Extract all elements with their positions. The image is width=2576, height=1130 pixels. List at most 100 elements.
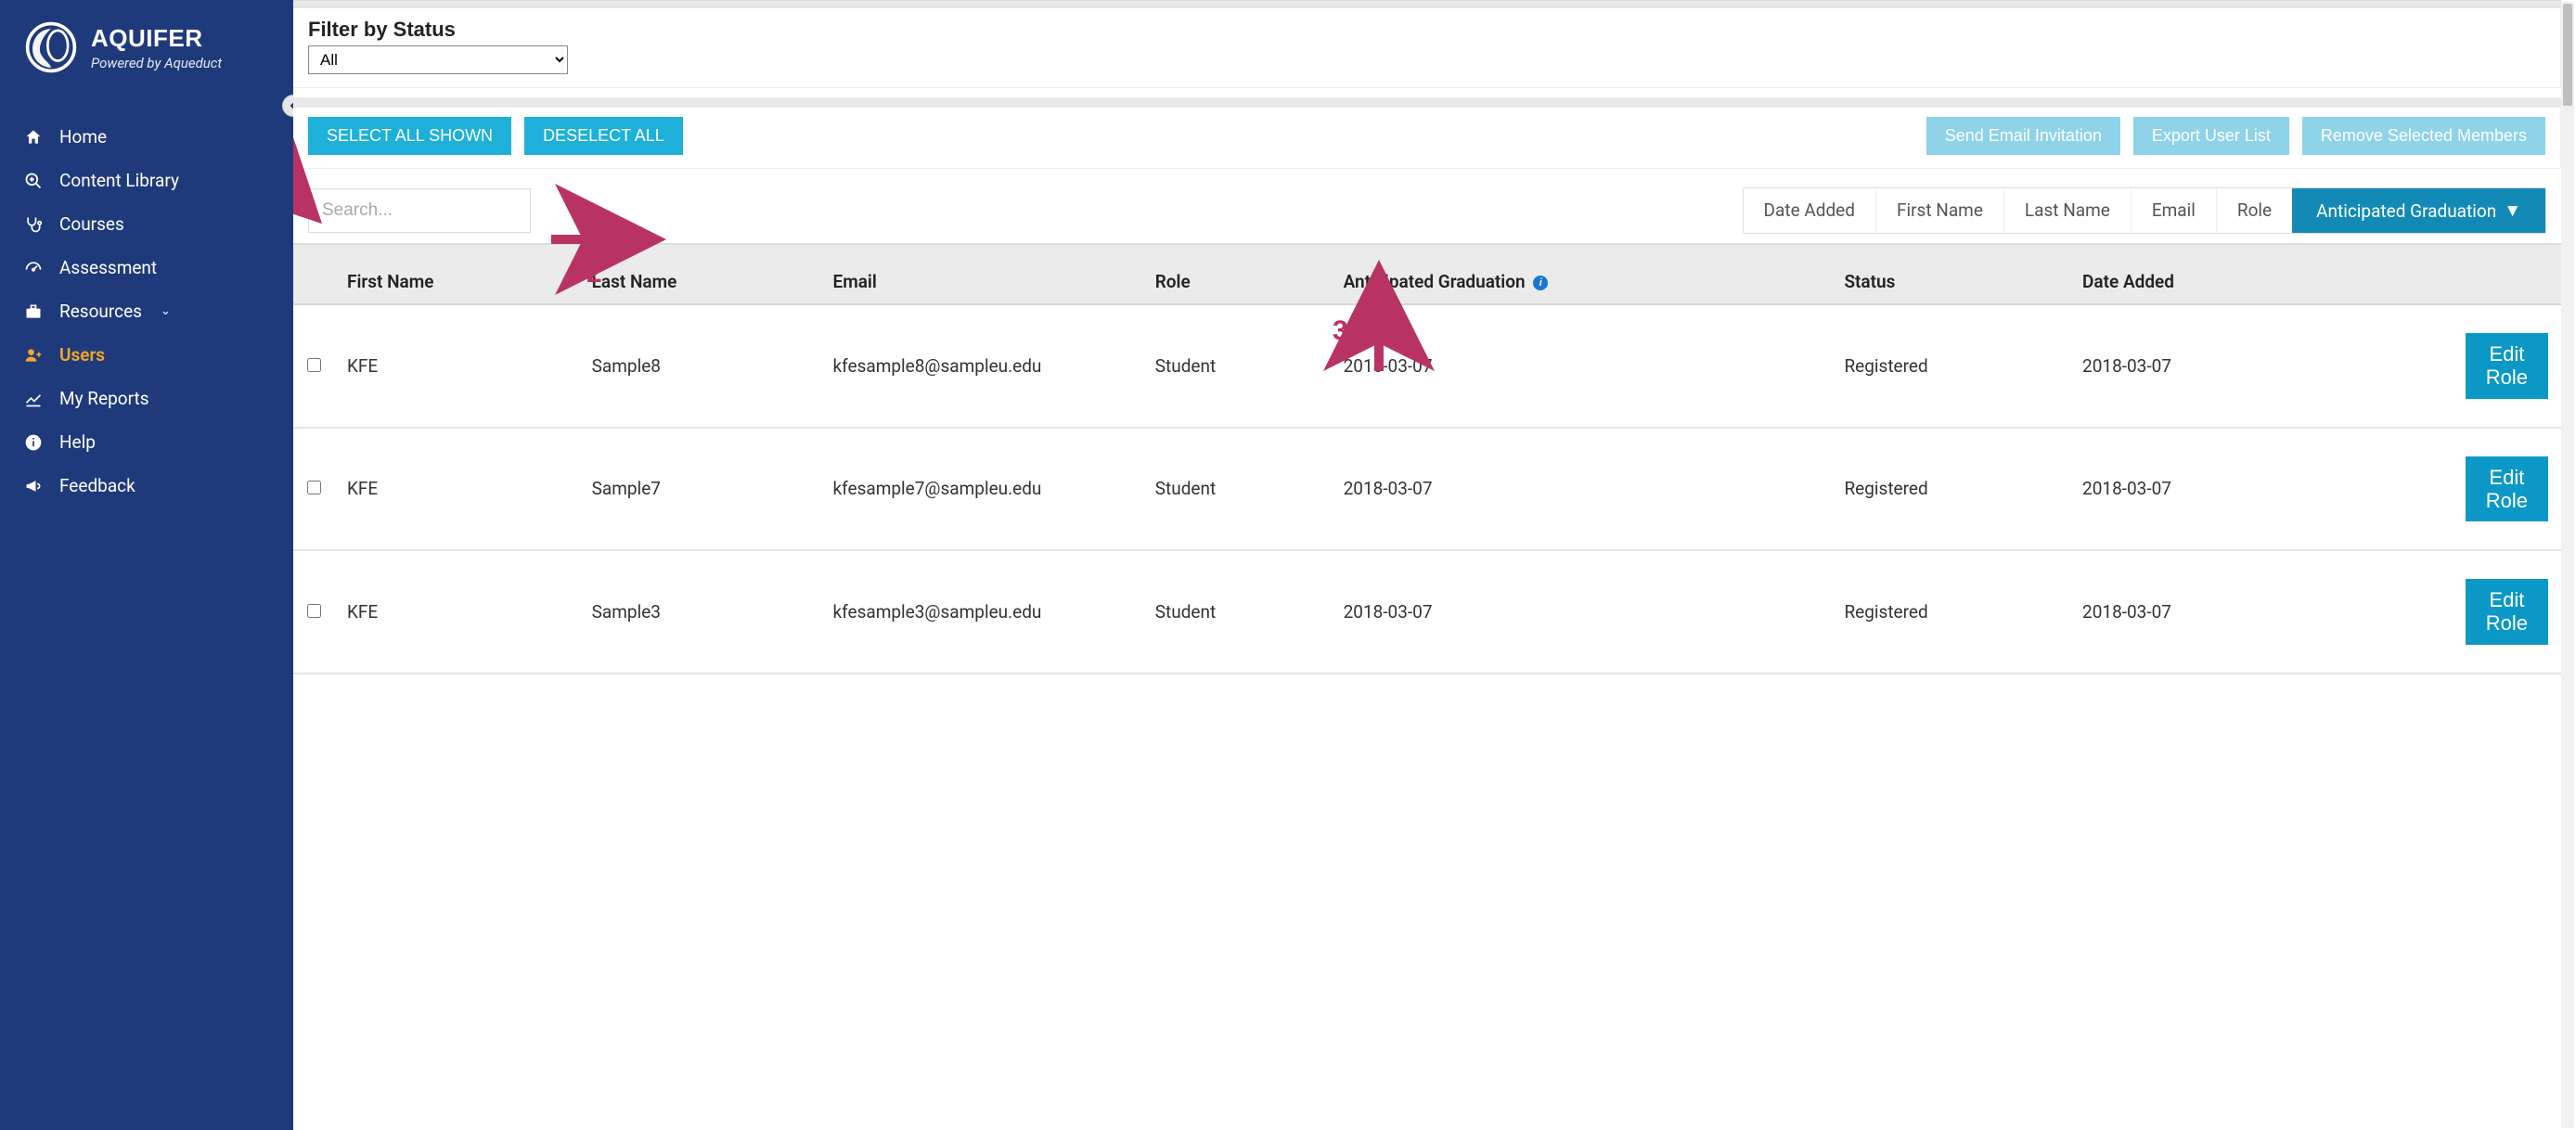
- export-user-list-button[interactable]: Export User List: [2133, 117, 2289, 155]
- sidebar-item-label: Content Library: [59, 170, 179, 191]
- cell-date-added: 2018-03-07: [2069, 550, 2325, 674]
- sort-direction-icon: ▼: [2504, 199, 2521, 222]
- cell-first-name: KFE: [334, 550, 579, 674]
- sort-role[interactable]: Role: [2216, 188, 2292, 233]
- chevron-down-icon: ⌄: [161, 304, 171, 318]
- cell-email: kfesample7@sampleu.edu: [819, 428, 1141, 551]
- row-checkbox[interactable]: [307, 604, 321, 618]
- filter-label: Filter by Status: [308, 18, 2545, 42]
- col-status[interactable]: Status: [1831, 245, 2069, 304]
- cell-last-name: Sample3: [579, 550, 820, 674]
- col-checkbox: [293, 245, 334, 304]
- cell-graduation: 2018-03-07: [1331, 304, 1832, 428]
- scrollbar-thumb[interactable]: [2563, 4, 2572, 106]
- sidebar-item-courses[interactable]: Courses: [0, 202, 293, 246]
- cell-graduation: 2018-03-07: [1331, 550, 1832, 674]
- col-label: Anticipated Graduation: [1344, 271, 1526, 292]
- table-row: KFE Sample8 kfesample8@sampleu.edu Stude…: [293, 304, 2561, 428]
- search-plus-icon: [22, 172, 45, 190]
- briefcase-icon: [22, 302, 45, 321]
- sidebar-item-users[interactable]: Users: [0, 333, 293, 377]
- aquifer-logo-icon: [24, 20, 78, 74]
- sidebar-item-label: Feedback: [59, 475, 135, 496]
- sort-active-label: Anticipated Graduation: [2316, 200, 2496, 222]
- divider: [293, 0, 2561, 7]
- search-input[interactable]: [308, 188, 531, 233]
- row-checkbox[interactable]: [307, 481, 321, 494]
- col-first-name[interactable]: First Name: [334, 245, 579, 304]
- sort-last-name[interactable]: Last Name: [2003, 188, 2131, 233]
- sidebar-item-label: Resources: [59, 301, 142, 322]
- col-date-added[interactable]: Date Added: [2069, 245, 2325, 304]
- users-table-wrap: First Name Last Name Email Role Anticipa…: [293, 243, 2561, 674]
- sidebar: AQUIFER Powered by Aqueduct Home Content…: [0, 0, 293, 1130]
- send-invite-button[interactable]: Send Email Invitation: [1926, 117, 2120, 155]
- edit-role-button[interactable]: EditRole: [2466, 456, 2548, 522]
- stethoscope-icon: [22, 215, 45, 234]
- search-sort-bar: Date Added First Name Last Name Email Ro…: [293, 178, 2561, 243]
- sidebar-item-label: My Reports: [59, 388, 149, 409]
- gauge-icon: [22, 259, 45, 277]
- edit-role-button[interactable]: EditRole: [2466, 579, 2548, 645]
- scrollbar[interactable]: [2561, 2, 2574, 1128]
- cell-last-name: Sample8: [579, 304, 820, 428]
- sidebar-item-label: Assessment: [59, 257, 157, 278]
- remove-members-button[interactable]: Remove Selected Members: [2302, 117, 2545, 155]
- cell-role: Student: [1142, 428, 1331, 551]
- table-row: KFE Sample3 kfesample3@sampleu.edu Stude…: [293, 550, 2561, 674]
- bulk-actions-section: SELECT ALL SHOWN DESELECT ALL Send Email…: [293, 107, 2561, 169]
- filter-status-select[interactable]: All: [308, 45, 568, 74]
- cell-first-name: KFE: [334, 304, 579, 428]
- col-anticipated-graduation[interactable]: Anticipated Graduation i: [1331, 245, 1832, 304]
- sort-email[interactable]: Email: [2131, 188, 2216, 233]
- sort-anticipated-graduation[interactable]: Anticipated Graduation ▼: [2292, 188, 2545, 233]
- cell-date-added: 2018-03-07: [2069, 304, 2325, 428]
- divider: [293, 97, 2561, 107]
- sidebar-item-home[interactable]: Home: [0, 115, 293, 159]
- cell-email: kfesample8@sampleu.edu: [819, 304, 1141, 428]
- brand-tagline: Powered by Aqueduct: [91, 55, 222, 71]
- sort-first-name[interactable]: First Name: [1875, 188, 2003, 233]
- edit-role-button[interactable]: EditRole: [2466, 333, 2548, 399]
- info-icon[interactable]: i: [1533, 276, 1548, 290]
- sidebar-item-label: Home: [59, 126, 107, 148]
- sidebar-item-content-library[interactable]: Content Library: [0, 159, 293, 202]
- deselect-all-button[interactable]: DESELECT ALL: [524, 117, 683, 155]
- col-last-name[interactable]: Last Name: [579, 245, 820, 304]
- sidebar-item-assessment[interactable]: Assessment: [0, 246, 293, 289]
- cell-first-name: KFE: [334, 428, 579, 551]
- sidebar-nav: Home Content Library Courses Assessment …: [0, 98, 293, 524]
- table-row: KFE Sample7 kfesample7@sampleu.edu Stude…: [293, 428, 2561, 551]
- sidebar-item-label: Help: [59, 431, 96, 453]
- main-content: Filter by Status All SELECT ALL SHOWN DE…: [293, 0, 2576, 1130]
- sort-group: Date Added First Name Last Name Email Ro…: [1743, 187, 2546, 234]
- cell-status: Registered: [1831, 428, 2069, 551]
- cell-date-added: 2018-03-07: [2069, 428, 2325, 551]
- user-plus-icon: [22, 346, 45, 365]
- cell-graduation: 2018-03-07: [1331, 428, 1832, 551]
- app-root: AQUIFER Powered by Aqueduct Home Content…: [0, 0, 2576, 1130]
- col-actions: [2325, 245, 2561, 304]
- cell-role: Student: [1142, 550, 1331, 674]
- select-all-button[interactable]: SELECT ALL SHOWN: [308, 117, 511, 155]
- chart-line-icon: [22, 390, 45, 408]
- sort-date-added[interactable]: Date Added: [1744, 188, 1875, 233]
- sidebar-item-help[interactable]: Help: [0, 420, 293, 464]
- cell-status: Registered: [1831, 550, 2069, 674]
- home-icon: [22, 128, 45, 147]
- bullhorn-icon: [22, 477, 45, 495]
- sidebar-item-label: Users: [59, 344, 105, 366]
- col-role[interactable]: Role: [1142, 245, 1331, 304]
- users-table: First Name Last Name Email Role Anticipa…: [293, 245, 2561, 674]
- sidebar-item-feedback[interactable]: Feedback: [0, 464, 293, 507]
- cell-role: Student: [1142, 304, 1331, 428]
- sidebar-item-resources[interactable]: Resources ⌄: [0, 289, 293, 333]
- info-icon: [22, 433, 45, 452]
- col-email[interactable]: Email: [819, 245, 1141, 304]
- cell-last-name: Sample7: [579, 428, 820, 551]
- row-checkbox[interactable]: [307, 358, 321, 372]
- sidebar-item-label: Courses: [59, 213, 124, 235]
- cell-status: Registered: [1831, 304, 2069, 428]
- sidebar-item-my-reports[interactable]: My Reports: [0, 377, 293, 420]
- brand-name: AQUIFER: [91, 24, 222, 53]
